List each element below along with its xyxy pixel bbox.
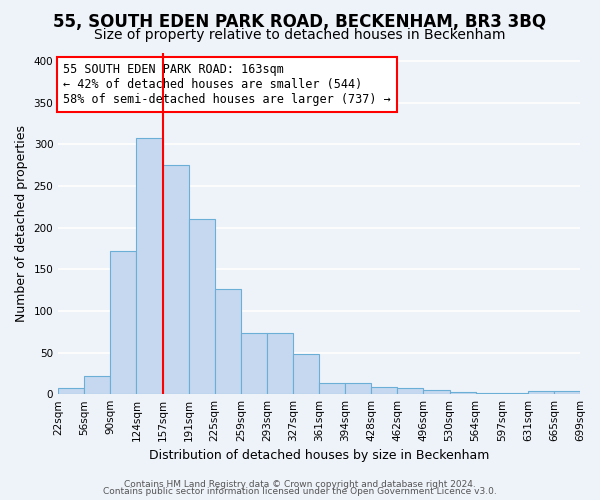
Bar xyxy=(371,386,397,394)
Text: 55, SOUTH EDEN PARK ROAD, BECKENHAM, BR3 3BQ: 55, SOUTH EDEN PARK ROAD, BECKENHAM, BR3… xyxy=(53,12,547,30)
Bar xyxy=(528,391,554,394)
Text: 55 SOUTH EDEN PARK ROAD: 163sqm
← 42% of detached houses are smaller (544)
58% o: 55 SOUTH EDEN PARK ROAD: 163sqm ← 42% of… xyxy=(64,63,391,106)
Bar xyxy=(267,332,293,394)
Bar xyxy=(163,165,188,394)
Bar xyxy=(188,219,215,394)
Bar xyxy=(449,392,476,394)
Bar xyxy=(293,354,319,394)
Bar xyxy=(476,392,502,394)
Bar xyxy=(215,289,241,394)
Bar xyxy=(319,382,345,394)
Text: Size of property relative to detached houses in Beckenham: Size of property relative to detached ho… xyxy=(94,28,506,42)
Text: Contains public sector information licensed under the Open Government Licence v3: Contains public sector information licen… xyxy=(103,487,497,496)
Bar xyxy=(345,382,371,394)
Bar xyxy=(84,376,110,394)
Bar xyxy=(554,391,580,394)
X-axis label: Distribution of detached houses by size in Beckenham: Distribution of detached houses by size … xyxy=(149,450,489,462)
Bar xyxy=(424,390,449,394)
Bar xyxy=(502,392,528,394)
Bar xyxy=(136,138,163,394)
Bar xyxy=(58,388,84,394)
Bar xyxy=(241,332,267,394)
Text: Contains HM Land Registry data © Crown copyright and database right 2024.: Contains HM Land Registry data © Crown c… xyxy=(124,480,476,489)
Bar xyxy=(397,388,424,394)
Y-axis label: Number of detached properties: Number of detached properties xyxy=(15,125,28,322)
Bar xyxy=(110,251,136,394)
